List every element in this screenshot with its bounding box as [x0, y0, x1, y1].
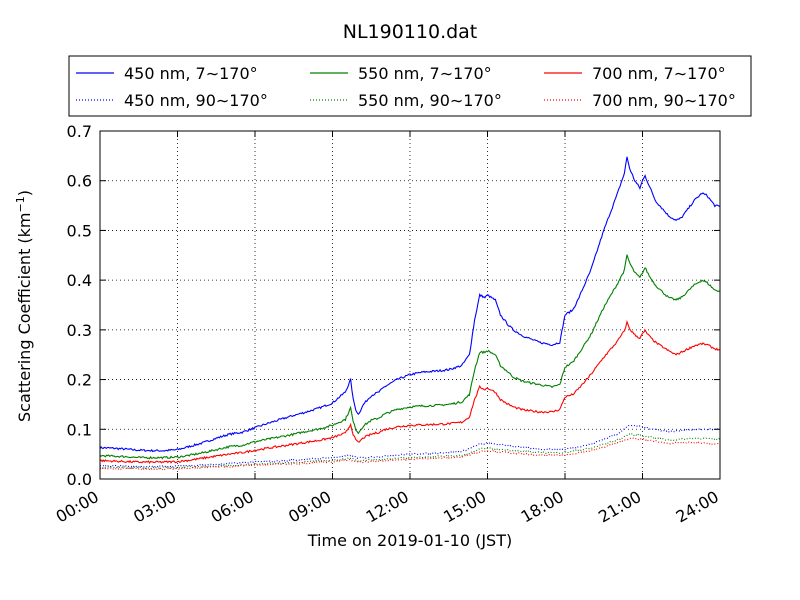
x-tick-label: 12:00	[363, 487, 412, 527]
y-axis-label-close: )	[15, 190, 34, 196]
x-tick-label: 06:00	[208, 487, 257, 527]
y-tick-label: 0.2	[67, 371, 92, 390]
series-line-3	[99, 319, 720, 465]
legend: 450 nm, 7∼170° 550 nm, 7∼170° 700 nm, 7∼17…	[68, 55, 752, 117]
x-axis: 00:00 03:00 06:00 09:00 12:00 15:00 18:00 21:00…	[53, 131, 722, 527]
y-axis-label-superscript: −1	[14, 196, 27, 212]
y-axis: 0.0 0.1 0.2 0.3 0.4 0.5 0.6 0.7	[67, 122, 720, 489]
chart-title: NL190110.dat	[343, 21, 478, 43]
legend-box	[68, 55, 752, 117]
y-tick-label: 0.3	[67, 321, 92, 340]
plot-series	[99, 156, 721, 471]
x-tick-label: 15:00	[440, 487, 489, 527]
legend-label: 450 nm, 7∼170°	[124, 64, 258, 83]
legend-label: 450 nm, 90∼170°	[124, 91, 268, 110]
legend-label: 550 nm, 90∼170°	[358, 91, 502, 110]
series-line-1	[99, 156, 721, 453]
legend-label: 700 nm, 90∼170°	[592, 91, 736, 110]
x-tick-label: 09:00	[285, 487, 334, 527]
y-tick-label: 0.1	[67, 420, 92, 439]
x-tick-label: 21:00	[595, 487, 644, 527]
series-line-2	[99, 254, 720, 460]
x-tick-label: 24:00	[673, 487, 722, 527]
y-axis-label-text: Scattering Coefficient (km	[15, 212, 34, 422]
x-tick-label: 00:00	[53, 487, 102, 527]
y-tick-label: 0.7	[67, 122, 92, 141]
y-tick-label: 0.6	[67, 172, 92, 191]
x-tick-label: 18:00	[518, 487, 567, 527]
legend-label: 700 nm, 7∼170°	[592, 64, 726, 83]
x-axis-label: Time on 2019-01-10 (JST)	[307, 531, 512, 550]
legend-label: 550 nm, 7∼170°	[358, 64, 492, 83]
x-tick-label: 03:00	[130, 487, 179, 527]
grid	[100, 131, 720, 479]
y-tick-label: 0.5	[67, 221, 92, 240]
y-tick-label: 0.4	[67, 271, 92, 290]
series-line-4	[99, 424, 721, 468]
y-axis-label: Scattering Coefficient (km−1)	[14, 190, 34, 422]
y-tick-label: 0.0	[67, 470, 92, 489]
